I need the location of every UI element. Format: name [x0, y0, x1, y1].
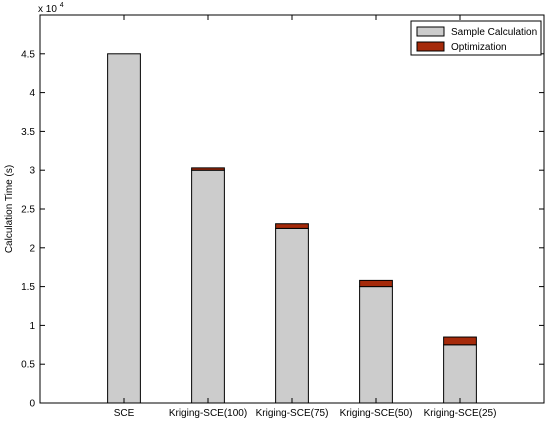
bar-sample-calculation [359, 286, 393, 404]
y-axis-multiplier: x 10 4 [38, 2, 64, 15]
y-tick-label: 0.5 [21, 360, 35, 371]
y-tick-label: 1.5 [21, 282, 35, 293]
x-tick-label: Kriging-SCE(100) [169, 408, 247, 419]
x-axis: SCE Kriging-SCE(100) Kriging-SCE(75) Krigin… [114, 15, 497, 419]
y-axis: 0 0.5 1 1.5 2 2.5 3 3.5 4 4.5 [21, 49, 544, 410]
bar-optimization [443, 336, 477, 346]
x-tick-label: Kriging-SCE(75) [256, 408, 329, 419]
legend-swatch [416, 26, 445, 37]
y-tick-label: 4.5 [21, 49, 35, 60]
y-tick-label: 3 [29, 166, 35, 177]
bar-sample-calculation [275, 227, 309, 404]
bar-optimization [359, 279, 393, 288]
y-tick-label: 4 [29, 88, 35, 99]
bar-optimization [191, 167, 225, 171]
x-tick-label: Kriging-SCE(25) [424, 408, 497, 419]
y-tick-label: 3.5 [21, 127, 35, 138]
legend: Sample Calculation Optimization [410, 20, 542, 56]
y-tick-label: 0 [29, 399, 35, 410]
legend-swatch [416, 41, 445, 52]
y-axis-multiplier-base: x 10 [38, 4, 57, 15]
bars-group [107, 53, 477, 404]
x-tick-label: SCE [114, 408, 135, 419]
bar-sample-calculation [107, 53, 141, 404]
bar-sample-calculation [443, 344, 477, 404]
legend-label: Sample Calculation [451, 27, 537, 38]
x-tick-label: Kriging-SCE(50) [340, 408, 413, 419]
y-tick-label: 2.5 [21, 205, 35, 216]
y-tick-label: 2 [29, 243, 35, 254]
y-axis-label: Calculation Time (s) [4, 165, 15, 253]
legend-label: Optimization [451, 42, 507, 53]
y-axis-multiplier-exponent: 4 [60, 2, 64, 9]
bar-sample-calculation [191, 169, 225, 404]
y-tick-label: 1 [29, 321, 35, 332]
bar-optimization [275, 223, 309, 229]
